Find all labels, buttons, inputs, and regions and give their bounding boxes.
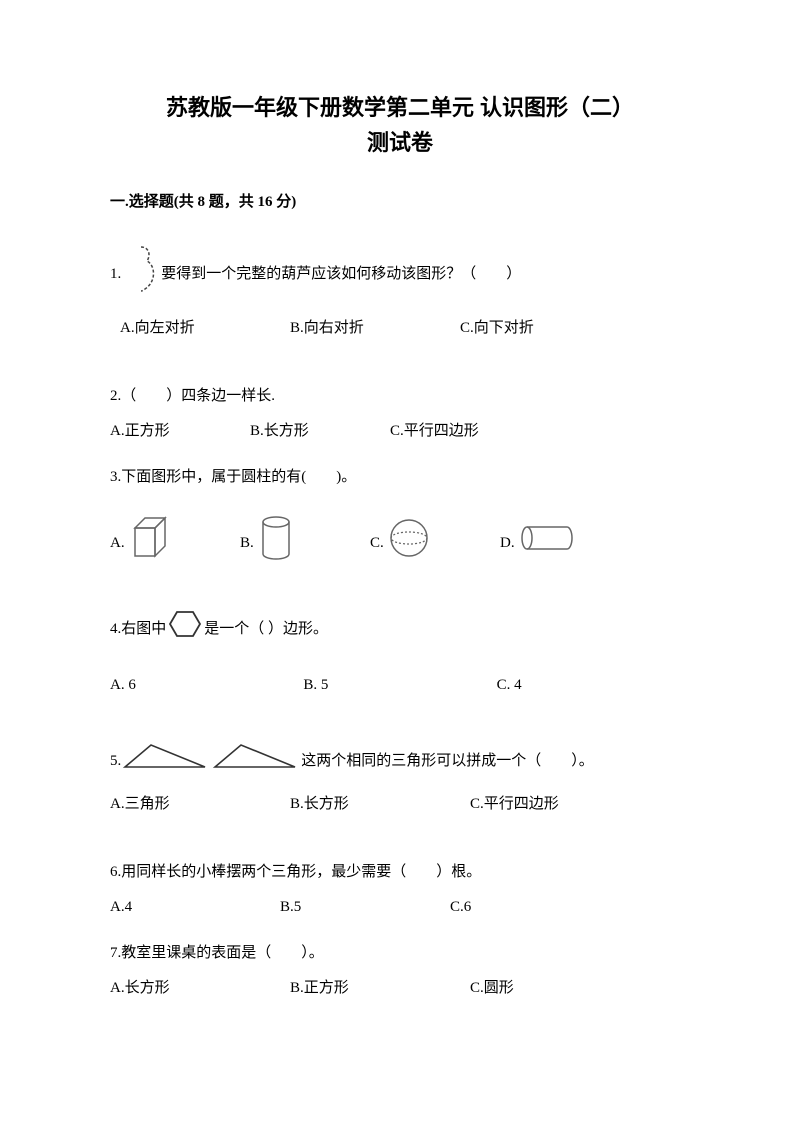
q2-text: 2.（ ）四条边一样长. [110, 382, 690, 411]
question-1: 1. 要得到一个完整的葫芦应该如何移动该图形？（ ） A.向左对折 B.向右对折… [110, 241, 690, 342]
q5-opt-c: C.平行四边形 [470, 790, 640, 819]
sphere-icon [384, 513, 434, 574]
q6-opt-c: C.6 [450, 893, 620, 922]
q6-text: 6.用同样长的小棒摆两个三角形，最少需要（ ）根。 [110, 858, 690, 887]
q3-opt-d: D. [500, 510, 630, 577]
q4-post: 是一个（ ）边形。 [204, 615, 328, 644]
question-6: 6.用同样长的小棒摆两个三角形，最少需要（ ）根。 A.4 B.5 C.6 [110, 858, 690, 921]
triangle-icon [211, 739, 301, 784]
q4-opt-a: A. 6 [110, 671, 303, 700]
gourd-half-icon [121, 241, 161, 308]
question-3: 3.下面图形中，属于圆柱的有( )。 A. B. [110, 463, 690, 576]
q1-opt-a: A.向左对折 [120, 314, 290, 343]
q5-num: 5. [110, 747, 121, 776]
q7-opt-a: A.长方形 [110, 974, 290, 1003]
question-4: 4.右图中 是一个（ ）边形。 A. 6 B. 5 C. 4 [110, 606, 690, 699]
q6-opt-b: B.5 [280, 893, 450, 922]
section-header: 一.选择题(共 8 题，共 16 分) [110, 190, 690, 211]
q4-opt-b: B. 5 [303, 671, 496, 700]
q3-opt-b: B. [240, 510, 370, 577]
q5-opt-b: B.长方形 [290, 790, 470, 819]
q4-pre: 4.右图中 [110, 615, 166, 644]
cube-icon [125, 510, 181, 577]
q7-opt-c: C.圆形 [470, 974, 640, 1003]
triangle-icon [121, 739, 211, 784]
q1-opt-c: C.向下对折 [460, 314, 630, 343]
q4-opt-c: C. 4 [497, 671, 690, 700]
hexagon-icon [166, 606, 204, 653]
q2-opt-b: B.长方形 [250, 417, 390, 446]
q3-opt-c: C. [370, 510, 500, 577]
question-5: 5. 这两个相同的三角形可以拼成一个（ ）。 A.三角形 B.长方形 C.平行四… [110, 739, 690, 818]
q7-opt-b: B.正方形 [290, 974, 470, 1003]
q2-opt-c: C.平行四边形 [390, 417, 560, 446]
q6-opt-a: A.4 [110, 893, 280, 922]
q5-text: 这两个相同的三角形可以拼成一个（ ）。 [301, 747, 594, 776]
cylinder-horizontal-icon [515, 518, 579, 569]
question-2: 2.（ ）四条边一样长. A.正方形 B.长方形 C.平行四边形 [110, 382, 690, 445]
page-title: 苏教版一年级下册数学第二单元 认识图形（二） 测试卷 [110, 90, 690, 160]
q1-opt-b: B.向右对折 [290, 314, 460, 343]
title-line-2: 测试卷 [110, 125, 690, 160]
cylinder-vertical-icon [254, 510, 298, 577]
q3-opt-a: A. [110, 510, 240, 577]
title-line-1: 苏教版一年级下册数学第二单元 认识图形（二） [110, 90, 690, 125]
question-7: 7.教室里课桌的表面是（ ）。 A.长方形 B.正方形 C.圆形 [110, 939, 690, 1002]
q1-text: 要得到一个完整的葫芦应该如何移动该图形？（ ） [161, 260, 521, 289]
q3-text: 3.下面图形中，属于圆柱的有( )。 [110, 463, 690, 492]
q1-num: 1. [110, 260, 121, 289]
q5-opt-a: A.三角形 [110, 790, 290, 819]
q2-opt-a: A.正方形 [110, 417, 250, 446]
q7-text: 7.教室里课桌的表面是（ ）。 [110, 939, 690, 968]
